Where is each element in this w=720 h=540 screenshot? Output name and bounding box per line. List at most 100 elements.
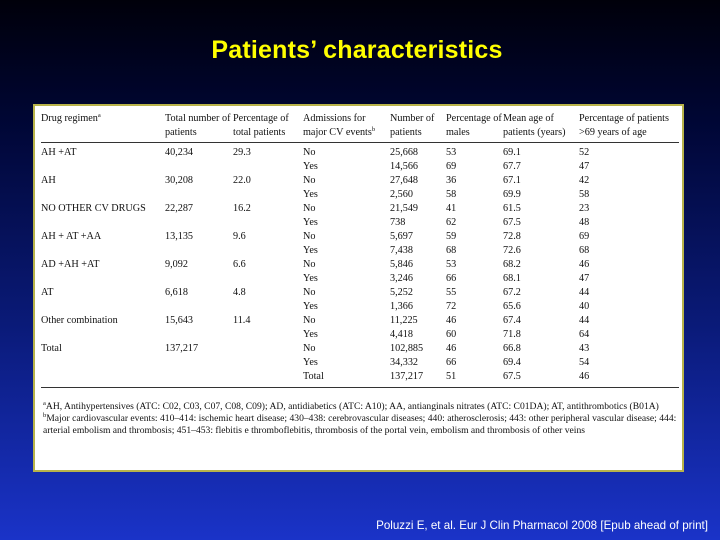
table-cell <box>233 300 303 314</box>
table-cell: 53 <box>446 259 457 270</box>
footnote-marker: a <box>97 112 101 119</box>
table-cell <box>165 216 233 230</box>
table-cell: 67.4 <box>503 315 521 326</box>
table-cell: 68 <box>579 245 590 256</box>
table-cell: 738 <box>390 217 406 228</box>
table-cell <box>165 244 233 258</box>
table-cell: No <box>303 175 316 186</box>
table-cell <box>233 370 303 388</box>
table-cell: Yes <box>303 189 318 200</box>
table-cell: 68.1 <box>503 273 521 284</box>
table-cell: 4.8 <box>233 287 246 298</box>
table-row: Yes 3,246 66 68.1 47 <box>41 272 679 286</box>
table-cell: 9,092 <box>165 259 188 270</box>
column-header: Total number of patients <box>165 112 233 143</box>
table-cell: No <box>303 203 316 214</box>
table-cell: 15,643 <box>165 315 194 326</box>
table-cell: 46 <box>446 315 457 326</box>
table-cell: 55 <box>446 287 457 298</box>
table-cell: NO OTHER CV DRUGS <box>41 203 146 214</box>
table-cell: 71.8 <box>503 329 521 340</box>
table-cell: 58 <box>446 189 457 200</box>
table-cell <box>165 328 233 342</box>
column-header: Percentage of patients >69 years of age <box>579 112 679 143</box>
table-cell: 53 <box>446 147 457 158</box>
table-cell: 51 <box>446 370 503 388</box>
column-header-label: Percentage of patients >69 years of age <box>579 113 669 138</box>
table-cell <box>41 272 165 286</box>
table-cell: 6.6 <box>233 259 246 270</box>
table-cell: No <box>303 231 316 242</box>
table-cell: 67.5 <box>503 370 579 388</box>
table-cell: 68 <box>446 245 457 256</box>
table-cell: AT <box>41 287 54 298</box>
footnote-marker: a <box>43 400 46 407</box>
table-cell: 30,208 <box>165 175 194 186</box>
table-cell: Yes <box>303 273 318 284</box>
table-cell <box>41 328 165 342</box>
column-header-label: Percentage of males <box>446 113 502 138</box>
slide-title: Patients’ characteristics <box>211 36 503 64</box>
table-cell: 36 <box>446 175 457 186</box>
table-row: AH + AT +AA 13,135 9.6 No 5,697 59 72.8 69 <box>41 230 679 244</box>
table-cell: 54 <box>579 357 590 368</box>
table-cell: 69.4 <box>503 357 521 368</box>
column-header-label: Percentage of total patients <box>233 113 289 138</box>
table-cell <box>165 160 233 174</box>
table-header-row: Drug regimena Total number of patients Per… <box>41 112 679 143</box>
table-cell: No <box>303 147 316 158</box>
table-cell: 65.6 <box>503 301 521 312</box>
footnote: aAH, Antihypertensives (ATC: C02, C03, C… <box>43 400 679 413</box>
table-cell: 16.2 <box>233 203 251 214</box>
table-row: Yes 1,366 72 65.6 40 <box>41 300 679 314</box>
characteristics-table-panel: Drug regimena Total number of patients Per… <box>33 104 684 472</box>
table-cell <box>165 370 233 388</box>
table-cell <box>233 342 303 356</box>
table-cell: Yes <box>303 301 318 312</box>
table-cell: 58 <box>579 189 590 200</box>
table-row: Total 137,217 51 67.5 46 <box>41 370 679 388</box>
table-row: AH +AT 40,234 29.3 No 25,668 53 69.1 52 <box>41 143 679 161</box>
table-cell: 64 <box>579 329 590 340</box>
table-row: Yes 14,566 69 67.7 47 <box>41 160 679 174</box>
table-cell: 11,225 <box>390 315 418 326</box>
table-cell: 66.8 <box>503 343 521 354</box>
table-cell: AH +AT <box>41 147 77 158</box>
table-cell: 27,648 <box>390 175 419 186</box>
table-cell: Other combination <box>41 315 118 326</box>
table-row: NO OTHER CV DRUGS 22,287 16.2 No 21,549 41 61.… <box>41 202 679 216</box>
table-cell: 7,438 <box>390 245 413 256</box>
table-cell: Yes <box>303 161 318 172</box>
table-cell: 69.1 <box>503 147 521 158</box>
table-cell <box>41 356 165 370</box>
table-cell: 69 <box>446 161 457 172</box>
table-cell: 66 <box>446 273 457 284</box>
table-cell: 46 <box>579 370 679 388</box>
footnote-marker: b <box>43 412 47 419</box>
table-cell: 40,234 <box>165 147 194 158</box>
table-cell: 1,366 <box>390 301 413 312</box>
table-cell <box>41 188 165 202</box>
table-body: AH +AT 40,234 29.3 No 25,668 53 69.1 52 Yes 14,56… <box>41 143 679 388</box>
table-cell: Total <box>41 343 62 354</box>
table-cell: 66 <box>446 357 457 368</box>
table-cell <box>233 328 303 342</box>
table-row: Yes 7,438 68 72.6 68 <box>41 244 679 258</box>
table-cell: 137,217 <box>165 343 199 354</box>
table-cell: Total <box>303 370 390 388</box>
citation: Poluzzi E, et al. Eur J Clin Pharmacol 2… <box>376 519 708 532</box>
table-cell: 14,566 <box>390 161 419 172</box>
footnote-text: AH, Antihypertensives (ATC: C02, C03, C0… <box>45 401 659 412</box>
table-cell: 34,332 <box>390 357 419 368</box>
table-cell <box>41 244 165 258</box>
column-header-label: Drug regimen <box>41 113 98 124</box>
table-row: Other combination 15,643 11.4 No 11,225 46 67.… <box>41 314 679 328</box>
table-cell: 29.3 <box>233 147 251 158</box>
table-cell: 25,668 <box>390 147 419 158</box>
column-header-label: Admissions for major CV events <box>303 113 372 138</box>
table-row: Yes 2,560 58 69.9 58 <box>41 188 679 202</box>
column-header: Percentage of total patients <box>233 112 303 143</box>
column-header: Drug regimena <box>41 112 165 143</box>
table-cell: 59 <box>446 231 457 242</box>
table-cell: 5,697 <box>390 231 413 242</box>
